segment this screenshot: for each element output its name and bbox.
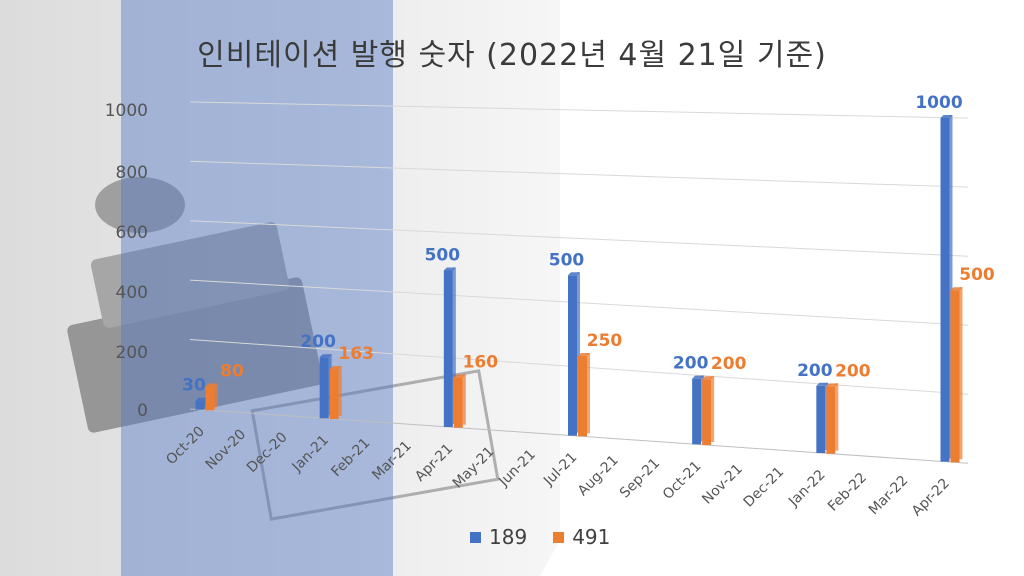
data-label-491: 250 bbox=[587, 331, 623, 351]
y-tick-label: 400 bbox=[116, 283, 148, 303]
bar-189 bbox=[692, 378, 702, 445]
x-tick-label: Feb-21 bbox=[328, 435, 373, 480]
bar-side-189 bbox=[452, 267, 456, 424]
bar-side-491 bbox=[462, 374, 466, 425]
legend-label-491: 491 bbox=[572, 525, 611, 549]
y-tick-label: 200 bbox=[116, 343, 148, 363]
bar-side-491 bbox=[835, 383, 839, 451]
x-tick-label: Dec-21 bbox=[741, 464, 788, 511]
data-label-491: 163 bbox=[338, 344, 374, 364]
legend-item-189: 189 bbox=[470, 525, 527, 549]
x-tick-label: Mar-22 bbox=[866, 473, 912, 519]
data-label-189: 500 bbox=[549, 250, 585, 270]
x-tick-label: Apr-22 bbox=[909, 476, 953, 520]
bar-189 bbox=[443, 270, 453, 427]
x-tick-label: Aug-21 bbox=[575, 452, 622, 499]
bar-491 bbox=[453, 377, 463, 428]
x-tick-label: May-21 bbox=[450, 444, 498, 492]
data-label-189: 200 bbox=[300, 332, 336, 352]
data-label-189: 200 bbox=[673, 354, 709, 374]
x-tick-label: Jan-21 bbox=[289, 432, 332, 475]
bar-side-491 bbox=[214, 383, 218, 408]
x-tick-label: Nov-20 bbox=[203, 426, 250, 473]
bar-side-491 bbox=[959, 287, 963, 460]
blue-overlay-panel bbox=[121, 0, 393, 576]
data-label-491: 200 bbox=[711, 354, 747, 374]
x-tick-label: Feb-22 bbox=[825, 470, 870, 515]
bar-189 bbox=[568, 275, 577, 436]
x-tick-label: Sep-21 bbox=[617, 455, 663, 501]
x-tick-label: Dec-20 bbox=[244, 429, 291, 476]
x-tick-label: Nov-21 bbox=[699, 461, 746, 508]
bar-189 bbox=[195, 400, 205, 410]
data-label-491: 80 bbox=[220, 361, 244, 381]
bar-189 bbox=[940, 117, 950, 462]
bar-491 bbox=[329, 369, 339, 420]
data-label-491: 160 bbox=[463, 352, 499, 372]
bar-side-189 bbox=[949, 114, 953, 459]
x-tick-label: Jan-22 bbox=[785, 467, 828, 510]
x-tick-label: Oct-20 bbox=[163, 424, 208, 469]
x-tick-label: Mar-21 bbox=[369, 438, 415, 484]
bar-side-491 bbox=[711, 376, 715, 443]
x-tick-label: Oct-21 bbox=[660, 458, 705, 503]
y-tick-label: 800 bbox=[116, 163, 148, 183]
bar-491 bbox=[205, 386, 215, 411]
bar-491 bbox=[826, 386, 836, 454]
bar-491 bbox=[950, 290, 960, 463]
data-label-491: 500 bbox=[959, 265, 995, 285]
y-tick-label: 0 bbox=[137, 401, 148, 421]
chart-title: 인비테이션 발행 숫자 (2022년 4월 21일 기준) bbox=[197, 38, 827, 73]
bar-189 bbox=[319, 357, 329, 419]
bar-491 bbox=[578, 356, 587, 437]
gridline bbox=[189, 160, 969, 188]
data-label-189: 30 bbox=[182, 376, 206, 396]
legend: 189 491 bbox=[470, 525, 610, 549]
bar-side-491 bbox=[338, 366, 342, 417]
gridline bbox=[189, 220, 969, 257]
legend-swatch-189 bbox=[470, 531, 481, 543]
x-tick-label: Jul-21 bbox=[540, 450, 580, 490]
legend-item-491: 491 bbox=[553, 525, 610, 549]
bar-side-491 bbox=[587, 353, 590, 434]
y-tick-label: 1000 bbox=[105, 101, 148, 121]
bar-side-189 bbox=[577, 272, 580, 433]
y-tick-label: 600 bbox=[116, 223, 148, 243]
gridline bbox=[189, 101, 969, 119]
x-tick-label: Apr-21 bbox=[412, 441, 456, 485]
bar-189 bbox=[816, 385, 826, 453]
bar-491 bbox=[702, 379, 712, 446]
data-label-189: 1000 bbox=[915, 93, 962, 113]
legend-swatch-491 bbox=[553, 531, 565, 543]
data-label-491: 200 bbox=[835, 361, 871, 381]
legend-label-189: 189 bbox=[489, 525, 528, 549]
data-label-189: 200 bbox=[797, 361, 833, 381]
data-label-189: 500 bbox=[425, 245, 461, 265]
x-tick-label: Jun-21 bbox=[495, 447, 539, 491]
